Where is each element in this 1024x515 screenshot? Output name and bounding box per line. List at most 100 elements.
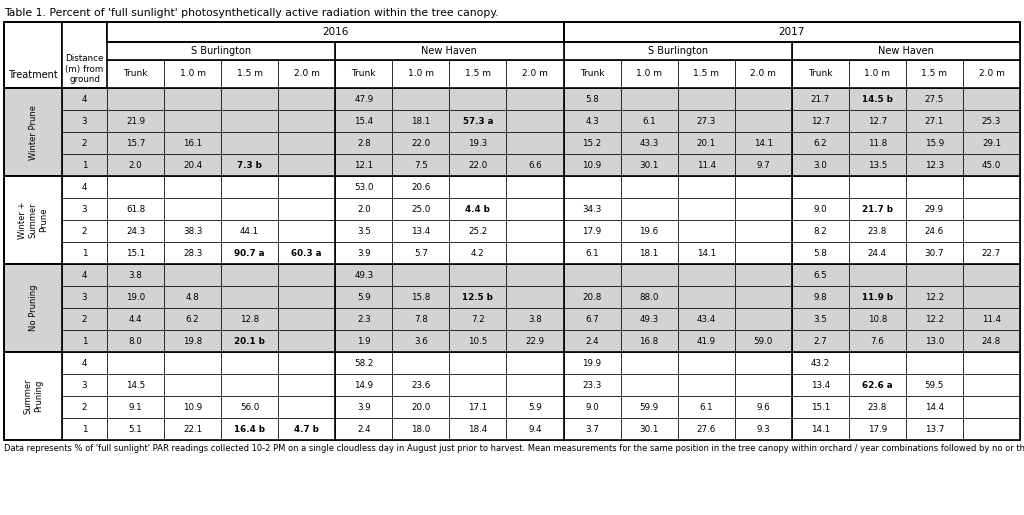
Bar [450, 264, 507, 286]
Text: 25.0: 25.0 [412, 204, 430, 214]
Bar [621, 110, 678, 132]
Bar [164, 374, 221, 396]
Text: 1: 1 [82, 336, 87, 346]
Text: 27.1: 27.1 [925, 116, 944, 126]
Text: 30.1: 30.1 [639, 424, 658, 434]
Bar [221, 242, 279, 264]
Text: 27.6: 27.6 [696, 424, 716, 434]
Text: 29.1: 29.1 [982, 139, 1001, 147]
Bar [734, 88, 792, 110]
Text: 15.1: 15.1 [126, 249, 145, 258]
Bar [563, 60, 621, 88]
Bar [678, 242, 734, 264]
Text: 29.9: 29.9 [925, 204, 944, 214]
Text: 13.7: 13.7 [925, 424, 944, 434]
Text: 6.1: 6.1 [699, 403, 713, 411]
Bar [963, 286, 1020, 308]
Bar [507, 286, 563, 308]
Text: 25.3: 25.3 [982, 116, 1001, 126]
Text: Summer
Pruning: Summer Pruning [24, 378, 43, 414]
Bar [62, 330, 106, 352]
Text: 1.0 m: 1.0 m [179, 70, 206, 78]
Text: 12.2: 12.2 [925, 293, 944, 301]
Bar [507, 264, 563, 286]
Bar [507, 220, 563, 242]
Bar [563, 132, 621, 154]
Text: S Burlington: S Burlington [191, 46, 251, 56]
Bar [621, 132, 678, 154]
Bar [62, 198, 106, 220]
Text: 25.2: 25.2 [468, 227, 487, 235]
Bar [734, 418, 792, 440]
Bar [392, 198, 450, 220]
Bar [507, 352, 563, 374]
Bar [392, 110, 450, 132]
Text: 49.3: 49.3 [354, 270, 374, 280]
Text: 13.5: 13.5 [867, 161, 887, 169]
Text: 10.8: 10.8 [867, 315, 887, 323]
Text: 15.7: 15.7 [126, 139, 145, 147]
Text: Distance
(m) from
ground: Distance (m) from ground [66, 54, 103, 84]
Bar [849, 88, 906, 110]
Bar [507, 88, 563, 110]
Bar [734, 154, 792, 176]
Bar [62, 220, 106, 242]
Text: 43.2: 43.2 [811, 358, 829, 368]
Text: 3.9: 3.9 [357, 403, 371, 411]
Bar [906, 176, 963, 198]
Bar [849, 264, 906, 286]
Bar [792, 60, 849, 88]
Text: 14.5: 14.5 [126, 381, 145, 389]
Bar [392, 396, 450, 418]
Bar [734, 132, 792, 154]
Bar [963, 198, 1020, 220]
Text: 7.8: 7.8 [414, 315, 428, 323]
Bar [164, 264, 221, 286]
Text: 2017: 2017 [778, 27, 805, 37]
Text: 2.4: 2.4 [586, 336, 599, 346]
Bar [62, 132, 106, 154]
Bar [734, 396, 792, 418]
Bar [335, 176, 392, 198]
Text: 17.9: 17.9 [867, 424, 887, 434]
Bar [450, 132, 507, 154]
Text: 24.6: 24.6 [925, 227, 944, 235]
Bar [62, 22, 106, 88]
Bar [849, 176, 906, 198]
Text: 4.4 b: 4.4 b [466, 204, 490, 214]
Text: 5.8: 5.8 [813, 249, 827, 258]
Bar [849, 242, 906, 264]
Text: 21.9: 21.9 [126, 116, 145, 126]
Bar [164, 88, 221, 110]
Text: 44.1: 44.1 [240, 227, 259, 235]
Bar [963, 60, 1020, 88]
Bar [734, 286, 792, 308]
Bar [621, 308, 678, 330]
Bar [849, 330, 906, 352]
Text: 9.0: 9.0 [585, 403, 599, 411]
Bar [734, 110, 792, 132]
Bar [621, 242, 678, 264]
Text: 6.2: 6.2 [185, 315, 200, 323]
Text: 27.3: 27.3 [696, 116, 716, 126]
Text: 20.6: 20.6 [412, 182, 430, 192]
Bar [392, 352, 450, 374]
Text: 15.9: 15.9 [925, 139, 944, 147]
Text: 4: 4 [82, 358, 87, 368]
Text: 4.7 b: 4.7 b [294, 424, 319, 434]
Bar [963, 418, 1020, 440]
Bar [279, 352, 335, 374]
Text: 17.1: 17.1 [468, 403, 487, 411]
Bar [507, 308, 563, 330]
Bar [849, 308, 906, 330]
Bar [734, 176, 792, 198]
Text: 3: 3 [82, 381, 87, 389]
Text: 9.8: 9.8 [813, 293, 827, 301]
Text: 7.6: 7.6 [870, 336, 884, 346]
Bar [106, 242, 164, 264]
Bar [792, 176, 849, 198]
Text: 45.0: 45.0 [982, 161, 1001, 169]
Bar [963, 242, 1020, 264]
Bar [279, 132, 335, 154]
Text: 1.0 m: 1.0 m [864, 70, 890, 78]
